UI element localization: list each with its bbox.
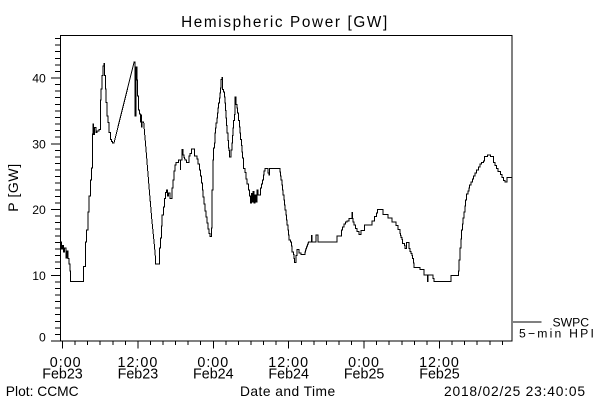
svg-text:12:00: 12:00 bbox=[268, 355, 309, 371]
svg-text:20: 20 bbox=[32, 203, 46, 217]
svg-text:Feb25: Feb25 bbox=[419, 366, 460, 382]
svg-text:10: 10 bbox=[32, 269, 46, 283]
svg-text:SWPC: SWPC bbox=[553, 316, 590, 330]
svg-text:Date and Time: Date and Time bbox=[240, 384, 336, 399]
svg-text:Feb23: Feb23 bbox=[42, 366, 83, 382]
svg-text:0:00: 0:00 bbox=[197, 355, 229, 371]
svg-text:0:00: 0:00 bbox=[50, 355, 82, 371]
svg-text:Feb25: Feb25 bbox=[344, 366, 385, 382]
svg-text:Hemispheric Power [GW]: Hemispheric Power [GW] bbox=[181, 14, 389, 31]
svg-text:5−min HPI: 5−min HPI bbox=[519, 327, 596, 341]
svg-text:12:00: 12:00 bbox=[419, 355, 460, 371]
svg-text:P [GW]: P [GW] bbox=[5, 163, 21, 211]
svg-text:30: 30 bbox=[32, 137, 46, 151]
svg-text:Plot: CCMC: Plot: CCMC bbox=[6, 384, 79, 399]
svg-text:Feb23: Feb23 bbox=[118, 366, 159, 382]
svg-text:0:00: 0:00 bbox=[348, 355, 380, 371]
svg-text:Feb24: Feb24 bbox=[193, 366, 234, 382]
svg-text:Feb24: Feb24 bbox=[268, 366, 309, 382]
svg-text:12:00: 12:00 bbox=[118, 355, 159, 371]
svg-text:40: 40 bbox=[32, 72, 46, 86]
svg-text:2018/02/25 23:40:05: 2018/02/25 23:40:05 bbox=[444, 384, 586, 399]
svg-text:0: 0 bbox=[39, 331, 46, 345]
